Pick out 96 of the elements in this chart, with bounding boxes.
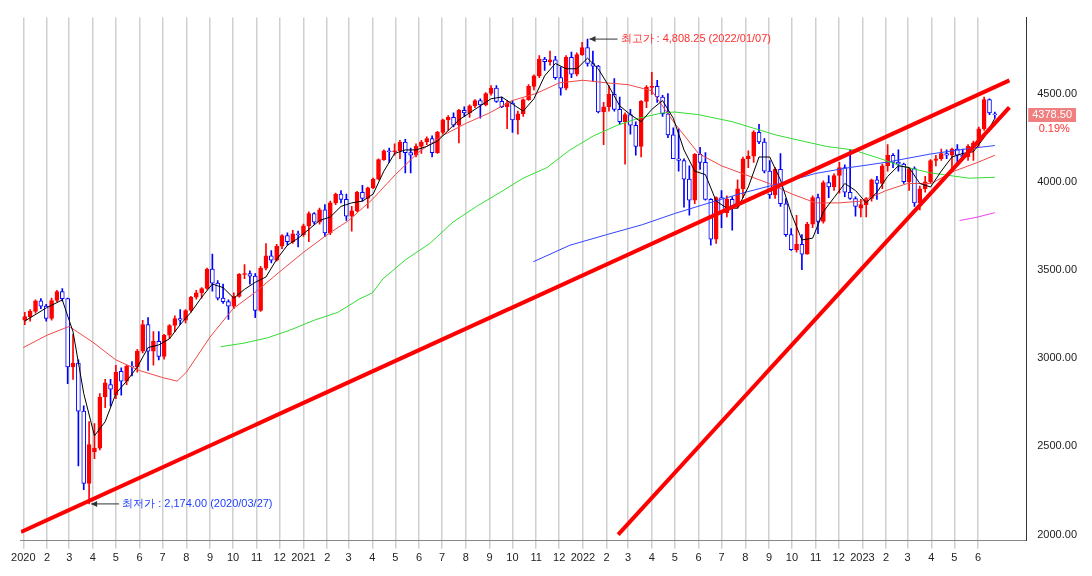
annotation: 최고가 : 4,808.25 (2022/01/07) xyxy=(620,32,771,45)
candlestick xyxy=(762,138,767,174)
y-tick-label: 2500.00 xyxy=(1037,439,1077,452)
candlestick xyxy=(59,288,65,302)
x-tick-label: 4 xyxy=(369,551,376,564)
candlestick xyxy=(392,143,397,156)
candlestick xyxy=(285,232,290,246)
x-tick-label: 3 xyxy=(904,551,911,564)
x-tick-label: 10 xyxy=(506,551,519,564)
x-tick-label: 9 xyxy=(765,551,773,564)
candlestick xyxy=(467,104,472,118)
x-tick-label: 3 xyxy=(345,551,352,564)
x-tick-label: 2022 xyxy=(570,551,596,564)
x-tick-label: 3 xyxy=(66,551,73,564)
candlestick xyxy=(553,56,558,80)
x-tick-label: 10 xyxy=(785,551,799,564)
candlestick xyxy=(295,230,301,248)
text: 4378.50 xyxy=(1032,107,1072,120)
candlestick xyxy=(542,56,547,71)
x-tick-label: 5 xyxy=(951,551,958,564)
candlestick xyxy=(333,192,338,205)
candlestick xyxy=(268,250,274,264)
x-tick-label: 5 xyxy=(112,551,119,564)
x-tick-label: 4 xyxy=(648,551,655,564)
candlestick xyxy=(617,96,623,125)
candlestick xyxy=(687,165,692,216)
x-tick-label: 8 xyxy=(462,551,469,564)
x-tick-label: 2023 xyxy=(850,551,875,564)
x-tick-label: 2 xyxy=(324,551,331,564)
candlestick xyxy=(65,297,70,385)
x-tick-label: 11 xyxy=(809,551,822,564)
candlestick xyxy=(135,349,140,373)
x-tick-label: 6 xyxy=(974,551,982,564)
candlestick xyxy=(987,98,992,115)
x-tick-label: 6 xyxy=(136,551,143,564)
text: 0.19% xyxy=(1038,121,1071,134)
x-tick-label: 4 xyxy=(928,551,935,564)
x-tick-label: 12 xyxy=(553,551,566,564)
x-tick-label: 9 xyxy=(486,551,493,564)
candlestick xyxy=(108,379,113,407)
candlestick xyxy=(826,175,832,198)
candlestick xyxy=(745,150,751,168)
candlestick xyxy=(751,130,756,163)
x-tick-label: 7 xyxy=(159,551,166,564)
x-tick-label: 10 xyxy=(226,551,240,564)
candlestick xyxy=(510,100,515,133)
candlestick xyxy=(317,207,322,225)
candlestick xyxy=(644,85,649,108)
candlestick xyxy=(167,324,172,340)
candlestick xyxy=(569,51,574,78)
candlestick xyxy=(601,101,606,145)
x-tick-label: 5 xyxy=(671,551,678,564)
y-tick-label: 3000.00 xyxy=(1037,351,1077,364)
x-tick-label: 8 xyxy=(183,551,190,564)
candlestick xyxy=(92,423,97,460)
y-tick-label: 4000.00 xyxy=(1037,174,1077,187)
candlestick xyxy=(794,214,799,253)
x-tick-label: 12 xyxy=(273,551,286,564)
candlestick xyxy=(124,364,129,385)
x-tick-label: 2021 xyxy=(291,551,316,564)
candlestick xyxy=(33,299,38,314)
candlestick xyxy=(853,196,858,217)
candlestick xyxy=(360,184,365,202)
candlestick xyxy=(703,152,708,201)
y-tick-label: 2000.00 xyxy=(1037,527,1077,540)
candlestick xyxy=(151,331,156,366)
x-tick-label: 2020 xyxy=(11,551,36,564)
x-tick-label: 5 xyxy=(392,551,399,564)
candlestick xyxy=(928,159,933,184)
candlestick xyxy=(344,193,349,221)
x-tick-label: 2 xyxy=(603,551,610,564)
y-tick-label: 4500.00 xyxy=(1037,86,1077,99)
x-tick-label: 2 xyxy=(883,551,890,564)
x-tick-label: 7 xyxy=(718,551,725,564)
candlestick xyxy=(199,287,204,299)
x-tick-label: 11 xyxy=(251,551,263,564)
x-tick-label: 12 xyxy=(832,551,845,564)
candlestick xyxy=(386,147,392,163)
annotation: 최저가 : 2,174.00 (2020/03/27) xyxy=(122,496,273,509)
x-tick-label: 9 xyxy=(207,551,214,564)
candlestick xyxy=(810,195,815,228)
candlestick xyxy=(258,266,263,312)
x-tick-label: 11 xyxy=(530,551,542,564)
candlestick xyxy=(226,299,231,320)
x-tick-label: 8 xyxy=(742,551,749,564)
candlestick xyxy=(210,253,215,292)
x-tick-label: 3 xyxy=(625,551,632,564)
candlestick xyxy=(49,297,54,321)
x-tick-label: 2 xyxy=(43,551,51,564)
x-tick-label: 6 xyxy=(695,551,702,564)
candlestick xyxy=(526,84,531,101)
candlestick xyxy=(376,158,381,181)
x-tick-label: 7 xyxy=(439,551,446,564)
y-tick-label: 3500.00 xyxy=(1037,262,1077,275)
x-tick-label: 4 xyxy=(89,551,96,564)
x-tick-label: 6 xyxy=(416,551,423,564)
